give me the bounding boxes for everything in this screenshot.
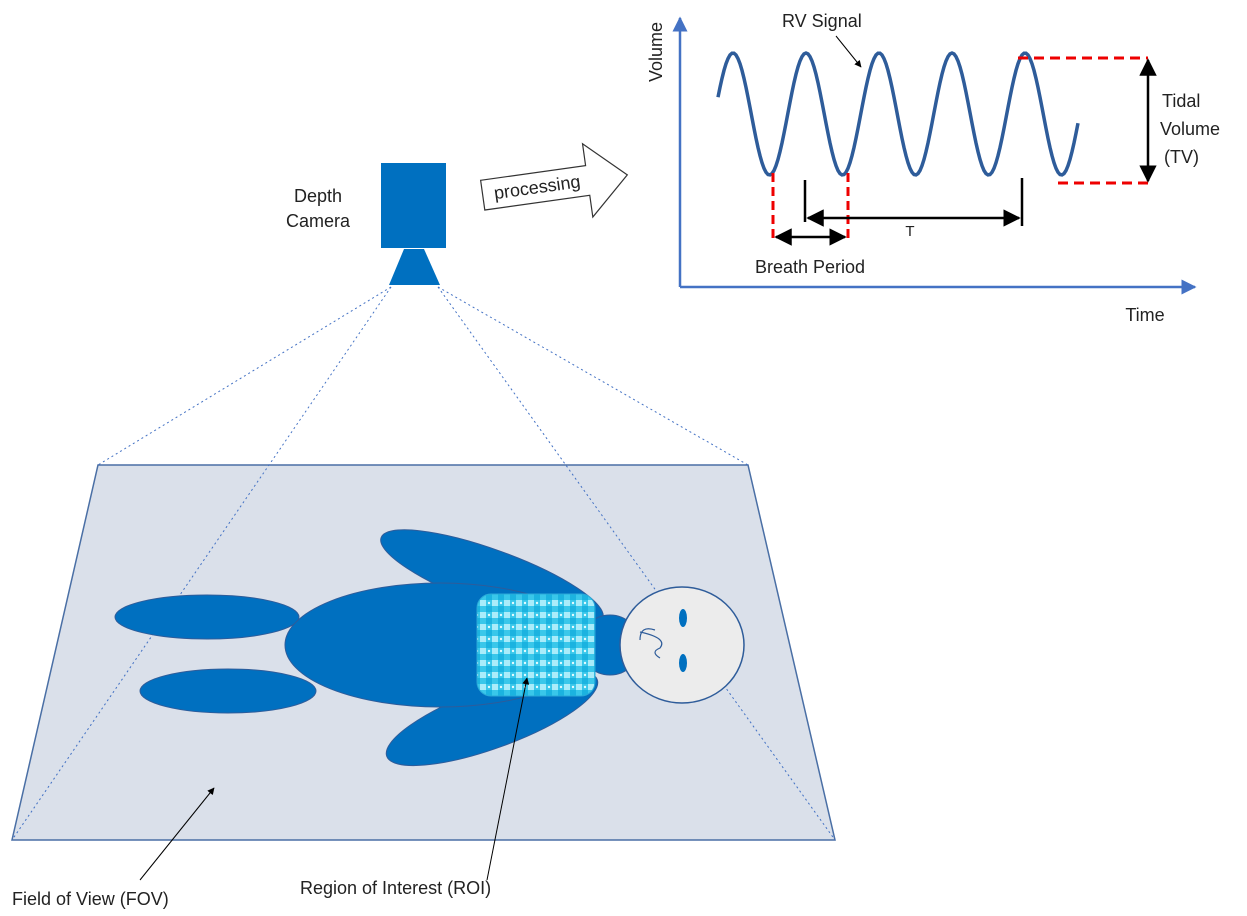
leg xyxy=(115,595,299,639)
signal-pointer xyxy=(836,36,861,67)
camera-label: Camera xyxy=(286,211,351,231)
view-line xyxy=(438,287,748,465)
camera-body xyxy=(381,163,446,248)
camera-lens xyxy=(389,249,440,285)
tv-label: Tidal xyxy=(1162,91,1200,111)
bp-label: Breath Period xyxy=(755,257,865,277)
tv-label: (TV) xyxy=(1164,147,1199,167)
view-line xyxy=(98,287,391,465)
processing-arrow: processing xyxy=(478,138,633,232)
roi-label: Region of Interest (ROI) xyxy=(300,878,491,898)
diagram: Depth Camera processing Volume Time RV S… xyxy=(0,0,1247,916)
roi xyxy=(477,594,595,696)
eye xyxy=(679,654,687,672)
tv-label: Volume xyxy=(1160,119,1220,139)
t-label: T xyxy=(905,223,914,240)
page: Depth Camera processing Volume Time RV S… xyxy=(0,0,1247,916)
head xyxy=(620,587,744,703)
x-axis-label: Time xyxy=(1125,305,1164,325)
signal-label: RV Signal xyxy=(782,11,862,31)
leg xyxy=(140,669,316,713)
eye xyxy=(679,609,687,627)
rv-signal xyxy=(718,53,1078,175)
y-axis-label: Volume xyxy=(646,22,666,82)
fov-label: Field of View (FOV) xyxy=(12,889,169,909)
camera-label: Depth xyxy=(294,186,342,206)
